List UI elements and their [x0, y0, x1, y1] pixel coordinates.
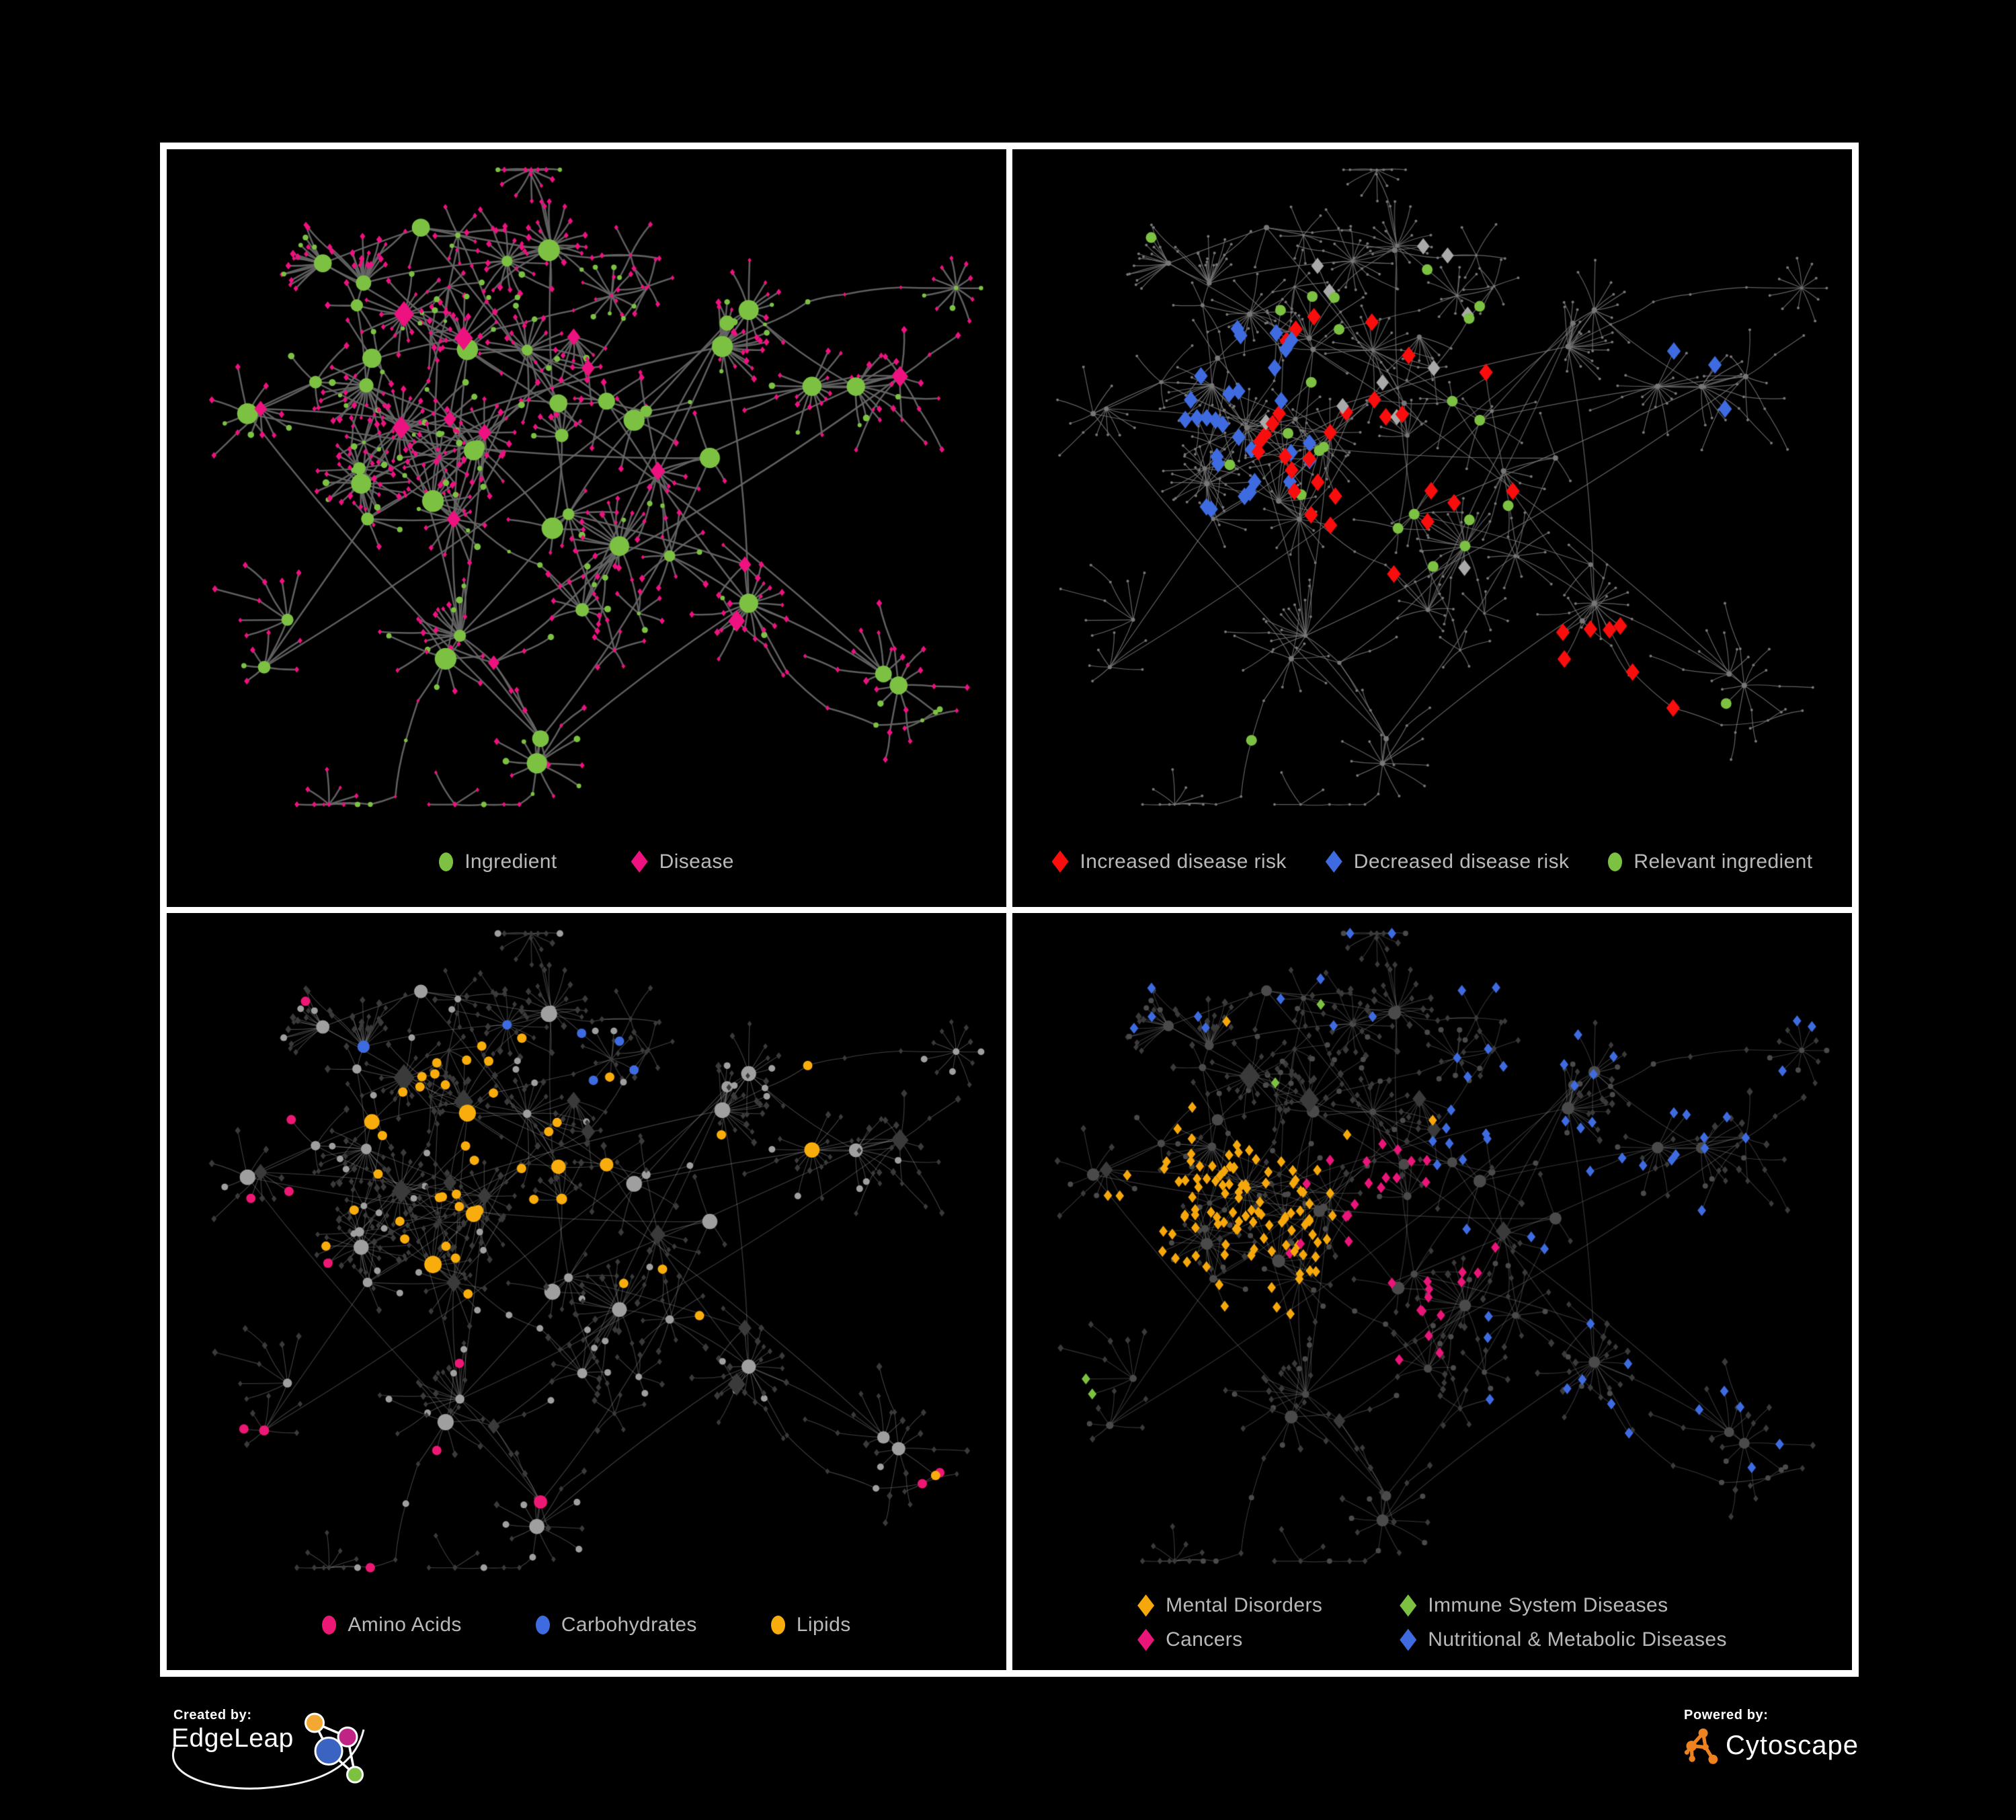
network-graph-ingredient-disease: [167, 149, 1006, 907]
created-by-label: Created by:: [173, 1708, 252, 1723]
legend-disease-risk: Increased disease risk Decreased disease…: [1012, 850, 1852, 873]
network-graph-disease-risk: [1012, 149, 1852, 907]
mental-disorders-marker-icon: [1137, 1594, 1155, 1617]
edgeleap-credit: Created by: EdgeLeap: [164, 1706, 393, 1801]
edgeleap-logo-icon: [172, 1712, 365, 1790]
panel-disease-categories: Mental Disorders Immune System Diseases …: [1012, 912, 1852, 1670]
legend-ingredient-disease: Ingredient Disease: [167, 850, 1006, 873]
legend-label: Disease: [659, 850, 734, 873]
legend-label: Ingredient: [465, 850, 557, 873]
legend-label: Amino Acids: [348, 1614, 462, 1636]
legend-item: Relevant ingredient: [1608, 850, 1812, 873]
immune-system-diseases-marker-icon: [1400, 1594, 1417, 1617]
legend-label: Cancers: [1166, 1628, 1243, 1651]
legend-label: Increased disease risk: [1080, 850, 1287, 873]
cancers-marker-icon: [1137, 1628, 1155, 1651]
cytoscape-credit: Powered by: Cytoscape: [1684, 1706, 1859, 1765]
legend-item: Increased disease risk: [1051, 850, 1287, 873]
legend-label: Immune System Diseases: [1428, 1594, 1668, 1616]
increased-risk-marker-icon: [1051, 850, 1069, 873]
panel-ingredient-disease: Ingredient Disease: [167, 149, 1006, 907]
legend-label: Decreased disease risk: [1353, 850, 1570, 873]
legend-item: Mental Disorders: [1137, 1594, 1322, 1617]
legend-item: Nutritional & Metabolic Diseases: [1400, 1628, 1727, 1651]
carbohydrates-marker-icon: [535, 1616, 550, 1634]
legend-item: Carbohydrates: [535, 1614, 697, 1636]
powered-by-label: Powered by:: [1684, 1708, 1769, 1723]
legend-label: Carbohydrates: [561, 1614, 697, 1636]
legend-label: Mental Disorders: [1166, 1594, 1323, 1616]
legend-label: Lipids: [796, 1614, 851, 1636]
cytoscape-logo-row: Cytoscape: [1684, 1726, 1859, 1765]
edgeleap-wordmark: EdgeLeap: [171, 1724, 294, 1753]
legend-item: Disease: [631, 850, 734, 873]
panel-disease-risk: Increased disease risk Decreased disease…: [1012, 149, 1852, 907]
relevant-ingredient-marker-icon: [1608, 852, 1623, 871]
cytoscape-logo-icon: [1684, 1728, 1718, 1764]
panel-grid: Ingredient Disease Increased disease ris…: [160, 143, 1859, 1677]
legend-item: Lipids: [770, 1614, 851, 1636]
nutritional-metabolic-diseases-marker-icon: [1400, 1628, 1417, 1651]
ingredient-marker-icon: [439, 852, 454, 871]
footer: Created by: EdgeLeap Powered by:: [164, 1706, 1859, 1807]
legend-item: Amino Acids: [322, 1614, 461, 1636]
network-graph-nutrient-categories: [167, 912, 1006, 1670]
lipids-marker-icon: [770, 1616, 785, 1634]
legend-nutrient-categories: Amino Acids Carbohydrates Lipids: [167, 1614, 1006, 1636]
legend-item: Decreased disease risk: [1325, 850, 1570, 873]
legend-item: Ingredient: [439, 850, 557, 873]
cytoscape-wordmark: Cytoscape: [1726, 1730, 1859, 1760]
legend-label: Relevant ingredient: [1634, 850, 1813, 873]
legend-label: Nutritional & Metabolic Diseases: [1428, 1628, 1727, 1651]
panel-nutrient-categories: Amino Acids Carbohydrates Lipids: [167, 912, 1006, 1670]
decreased-risk-marker-icon: [1325, 850, 1342, 873]
legend-disease-categories: Mental Disorders Immune System Diseases …: [1012, 1594, 1852, 1651]
disease-marker-icon: [631, 850, 648, 873]
amino-acids-marker-icon: [322, 1616, 337, 1634]
network-graph-disease-categories: [1012, 912, 1852, 1670]
legend-item: Cancers: [1137, 1628, 1322, 1651]
legend-item: Immune System Diseases: [1400, 1594, 1727, 1617]
